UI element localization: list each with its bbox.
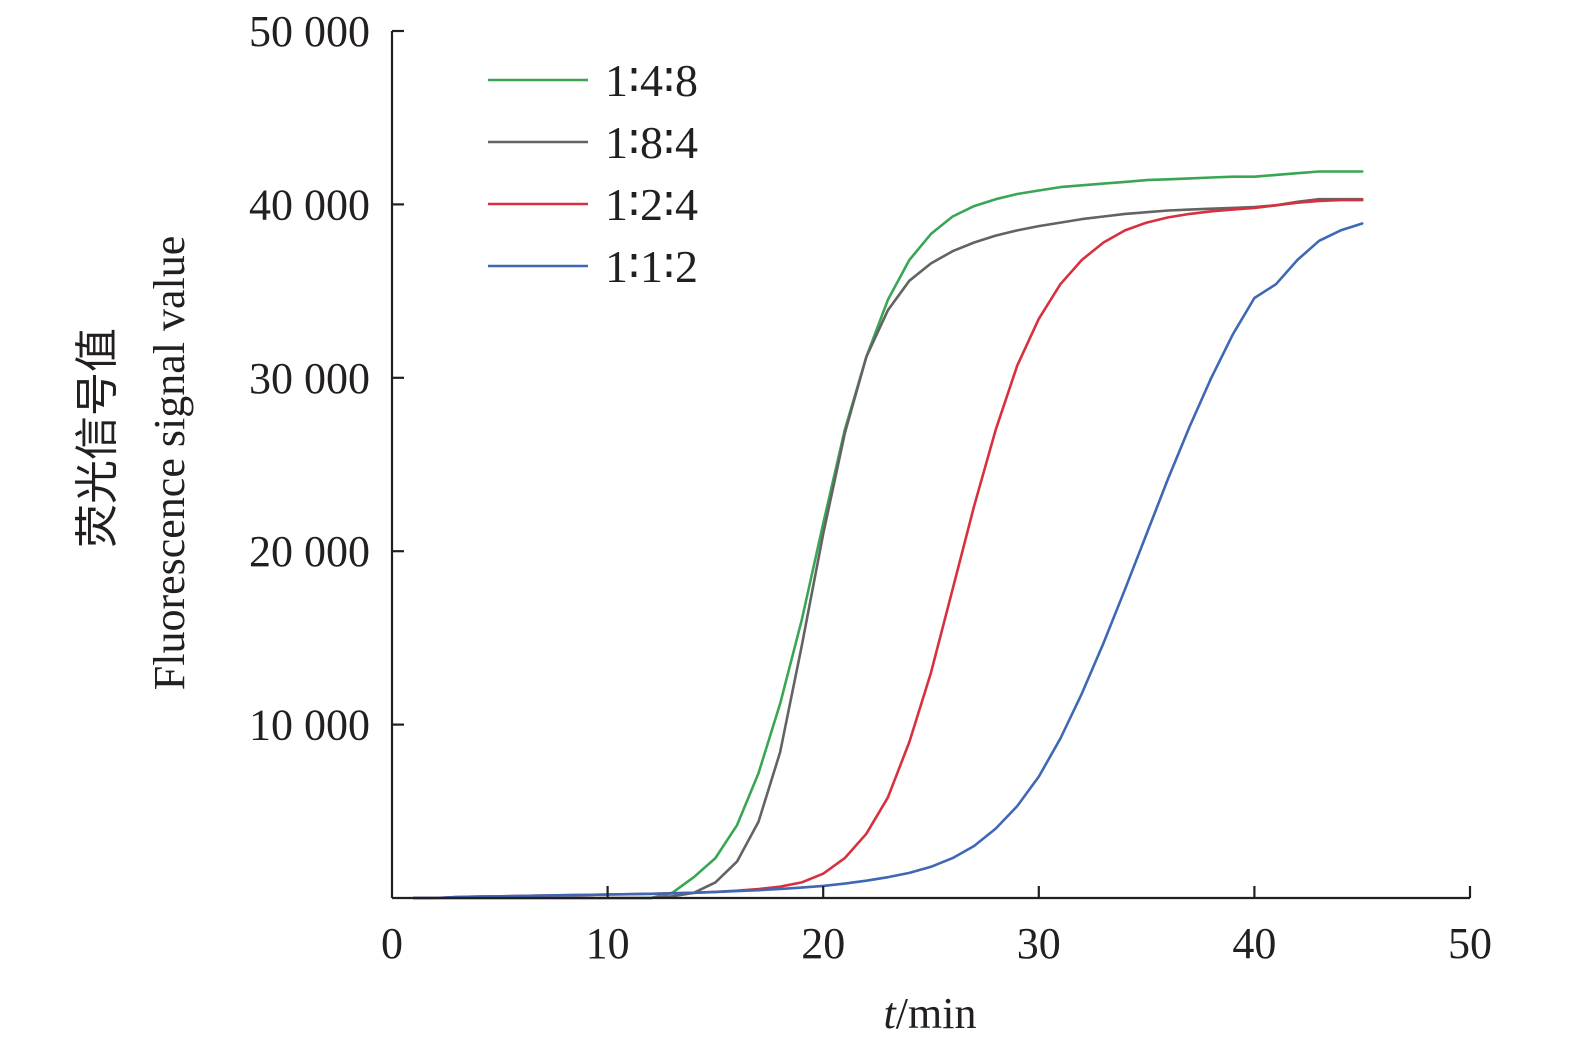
x-tick-label: 10: [586, 919, 630, 968]
x-tick-label: 50: [1448, 919, 1492, 968]
y-tick-label: 50 000: [249, 7, 370, 56]
axis-labels: t/min 荧光信号值 Fluorescence signal value: [73, 236, 976, 1038]
legend: 1∶4∶8 1∶8∶4 1∶2∶4 1∶1∶2: [488, 55, 698, 292]
y-axis-label-english: Fluorescence signal value: [145, 236, 194, 691]
x-tick-label: 30: [1017, 919, 1061, 968]
x-tick-label: 40: [1232, 919, 1276, 968]
legend-label-4: 1∶1∶2: [605, 241, 698, 292]
legend-label-3: 1∶2∶4: [605, 179, 698, 230]
x-tick-label: 20: [801, 919, 845, 968]
y-tick-label: 30 000: [249, 354, 370, 403]
x-axis-label-variable: t: [884, 989, 898, 1038]
axes: 0 10 20 30 40 50 10 000 20 000 30 000 40 000 50 00…: [249, 7, 1492, 968]
series-line-4: [412, 222, 1364, 900]
y-tick-label: 10 000: [249, 701, 370, 750]
x-axis-label: t/min: [884, 989, 977, 1038]
legend-label-2: 1∶8∶4: [605, 117, 698, 168]
y-tick-label: 20 000: [249, 527, 370, 576]
y-tick-label: 40 000: [249, 180, 370, 229]
series-line-3: [412, 198, 1364, 900]
x-tick-label: 0: [381, 919, 403, 968]
series-layer: [412, 170, 1364, 900]
legend-label-1: 1∶4∶8: [605, 55, 698, 106]
x-axis-label-unit: /min: [896, 989, 977, 1038]
y-axis-label-chinese: 荧光信号值: [73, 328, 122, 548]
series-line-2: [412, 197, 1364, 900]
series-line-1: [412, 170, 1364, 900]
